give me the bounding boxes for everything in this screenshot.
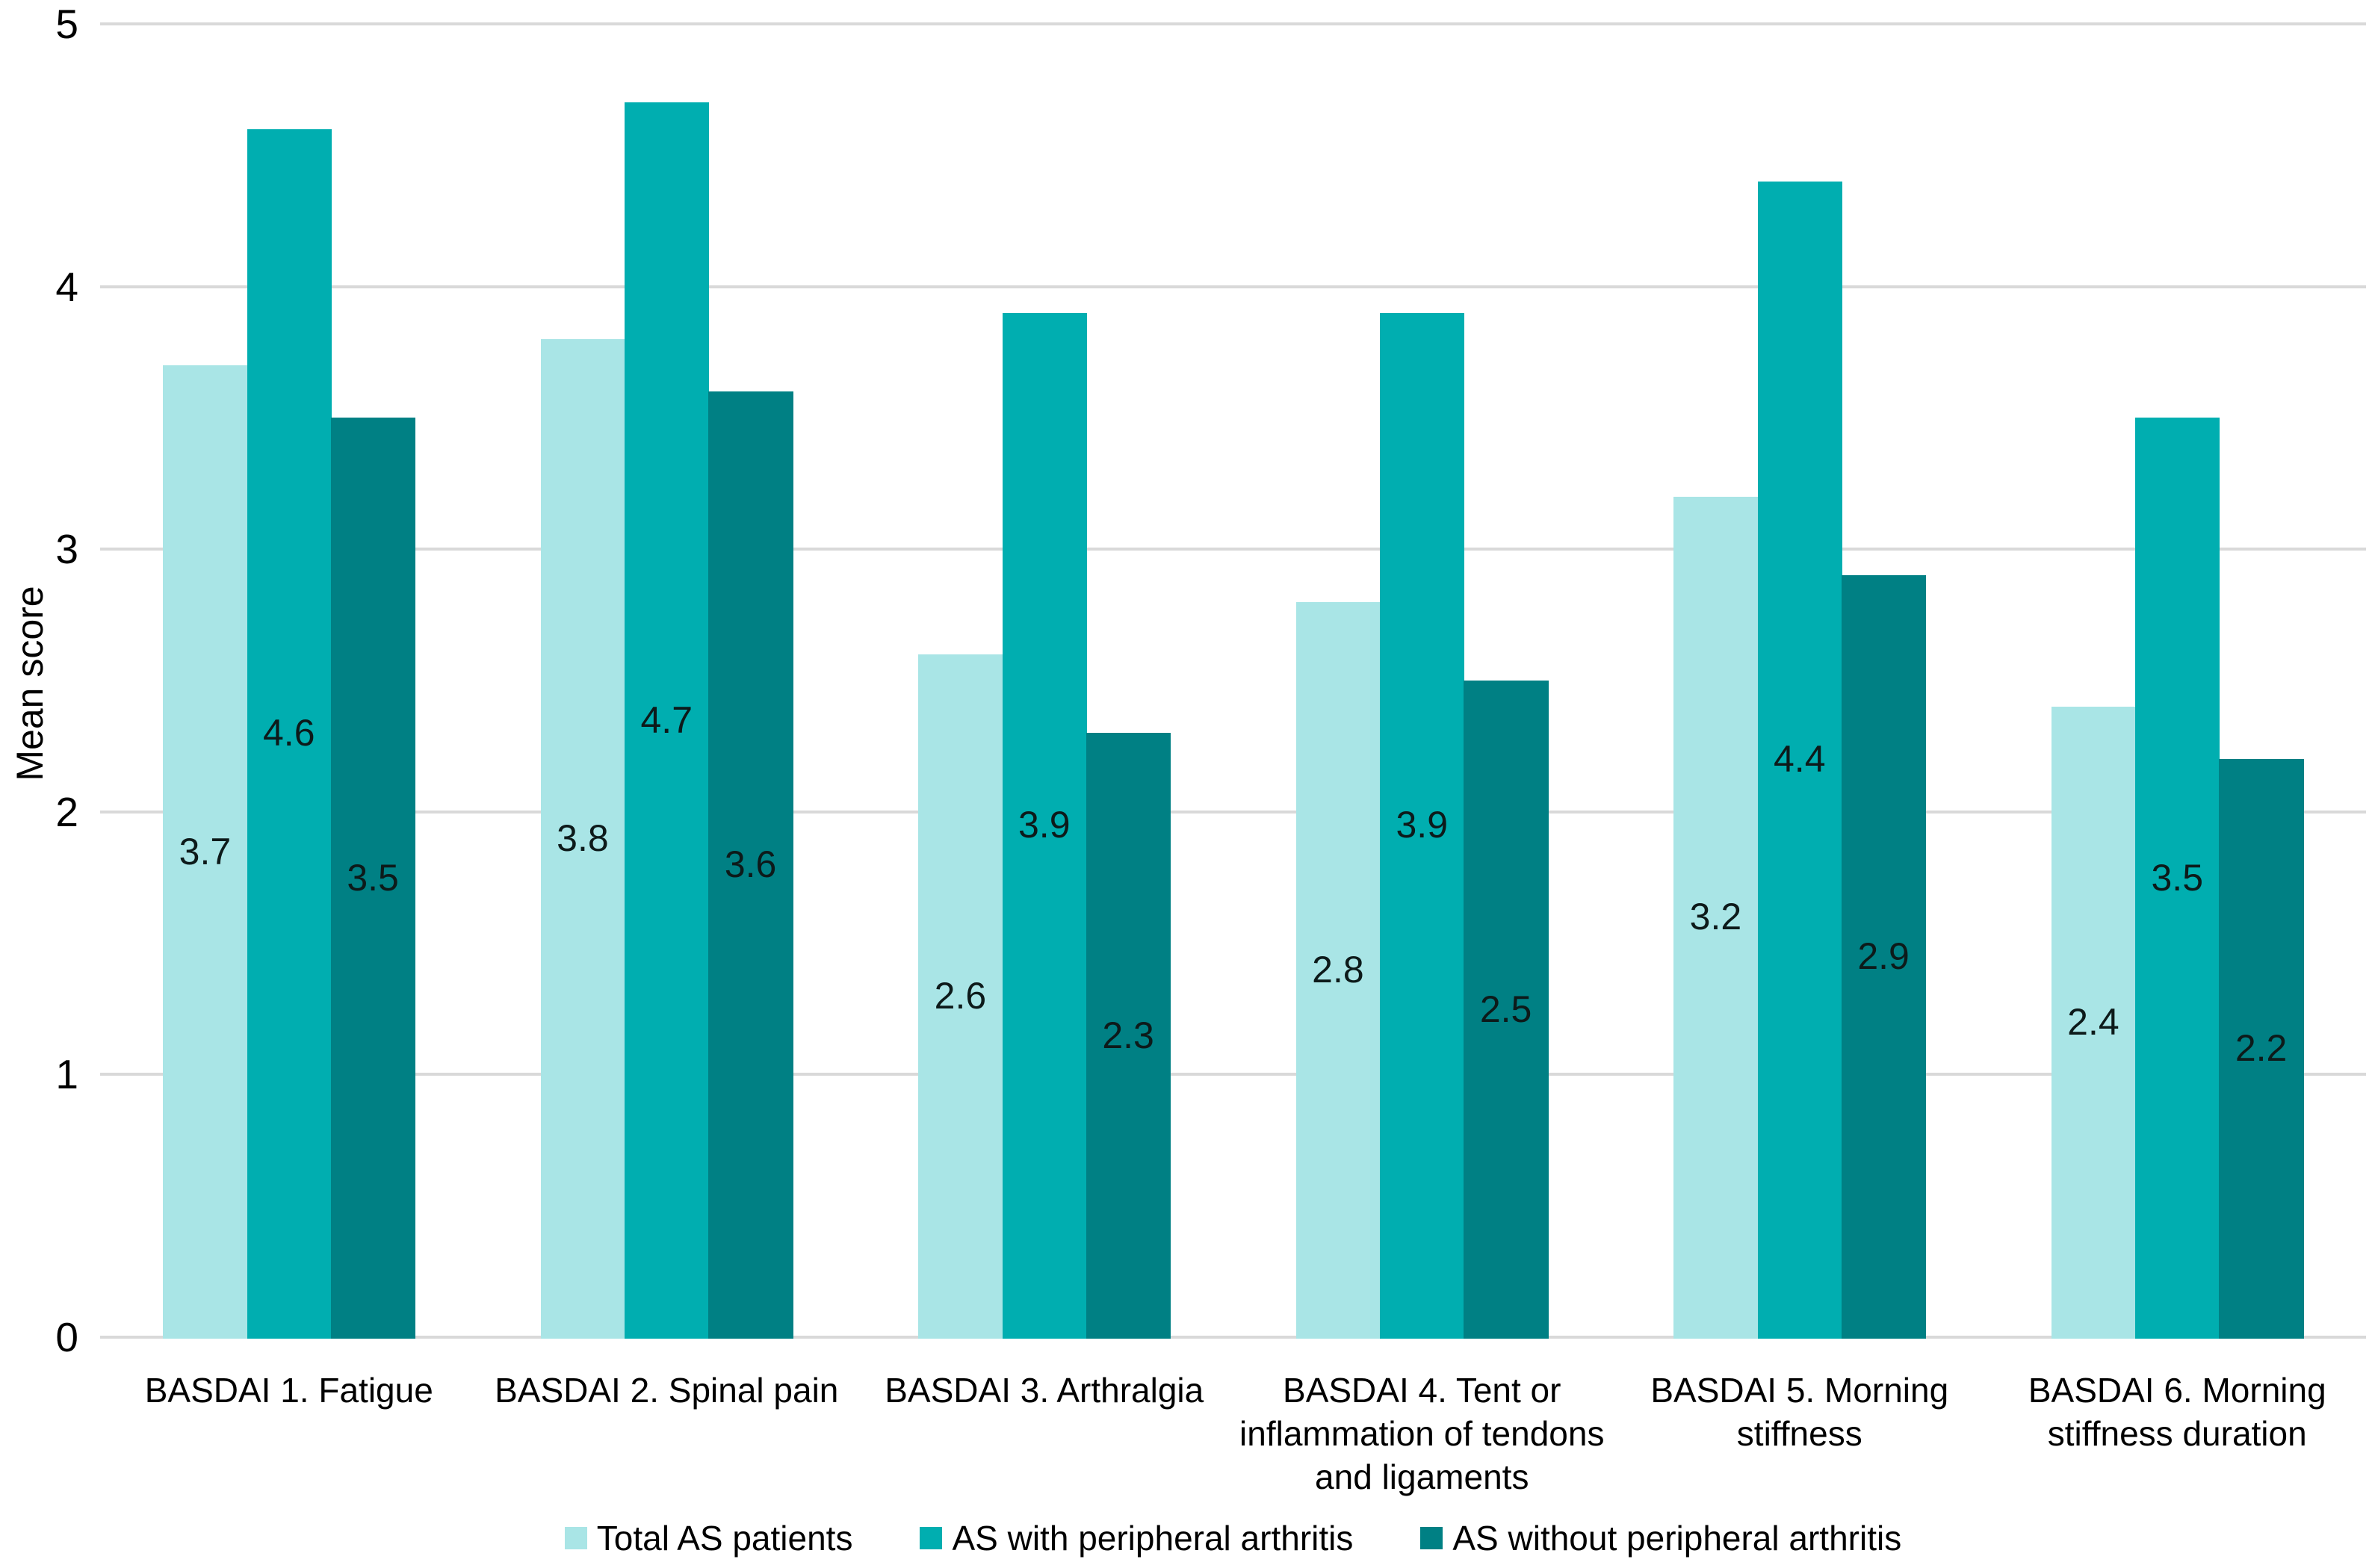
bar-as-without-peripheral-arthritis-basdai-5 — [1841, 575, 1927, 1339]
x-category-label-2: BASDAI 2. Spinal pain — [495, 1371, 839, 1410]
x-category-label-1: BASDAI 1. Fatigue — [144, 1371, 433, 1410]
bar-value-label: 2.9 — [1857, 935, 1910, 978]
bar-value-label: 2.4 — [2067, 1001, 2119, 1044]
bar-as-with-peripheral-arthritis-basdai-2 — [625, 102, 710, 1339]
bar-value-label: 4.4 — [1773, 738, 1826, 781]
gridline-y-2 — [100, 810, 2366, 814]
bar-value-label: 3.6 — [724, 843, 777, 886]
x-category-label-3: BASDAI 3. Arthralgia — [885, 1371, 1204, 1410]
legend: Total AS patients AS with peripheral arth… — [100, 1515, 2366, 1561]
bar-value-label: 3.9 — [1396, 804, 1449, 846]
bar-value-label: 4.6 — [262, 712, 315, 754]
bar-as-with-peripheral-arthritis-basdai-3 — [1002, 312, 1087, 1339]
legend-label: Total AS patients — [596, 1519, 853, 1558]
bar-value-label: 4.7 — [640, 698, 693, 741]
x-category-label-4: BASDAI 4. Tent or inflammation of tendon… — [1239, 1371, 1605, 1496]
bar-total-as-patients-basdai-6 — [2051, 707, 2137, 1339]
bar-value-label: 3.7 — [179, 830, 232, 873]
gridline-y-3 — [100, 548, 2366, 551]
gridline-y-1 — [100, 1073, 2366, 1076]
bar-value-label: 2.3 — [1102, 1014, 1154, 1056]
bar-as-without-peripheral-arthritis-basdai-3 — [1086, 733, 1171, 1339]
bar-as-without-peripheral-arthritis-basdai-2 — [708, 391, 793, 1339]
bar-value-label: 3.5 — [347, 856, 399, 899]
bar-value-label: 3.9 — [1018, 804, 1071, 846]
gridline-y-0 — [100, 1336, 2366, 1339]
bar-value-label: 2.6 — [934, 974, 987, 1017]
legend-swatch-icon — [920, 1527, 943, 1549]
legend-item-as-with-peripheral-arthritis: AS with peripheral arthritis — [920, 1519, 1353, 1558]
bar-total-as-patients-basdai-5 — [1673, 496, 1759, 1339]
bar-value-label: 2.8 — [1312, 948, 1364, 991]
legend-label: AS with peripheral arthritis — [952, 1519, 1354, 1558]
y-tick-label-5: 5 — [55, 1, 78, 47]
bar-total-as-patients-basdai-2 — [540, 338, 626, 1339]
bar-total-as-patients-basdai-4 — [1295, 601, 1381, 1339]
y-tick-label-1: 1 — [55, 1051, 78, 1098]
bar-total-as-patients-basdai-3 — [918, 654, 1003, 1339]
bar-as-without-peripheral-arthritis-basdai-6 — [2219, 759, 2304, 1339]
bar-as-with-peripheral-arthritis-basdai-1 — [247, 128, 332, 1339]
bar-as-with-peripheral-arthritis-basdai-4 — [1380, 312, 1465, 1339]
bar-as-without-peripheral-arthritis-basdai-1 — [330, 418, 416, 1339]
y-tick-label-0: 0 — [55, 1314, 78, 1360]
y-tick-label-4: 4 — [55, 263, 78, 310]
bar-total-as-patients-basdai-1 — [163, 365, 248, 1339]
y-tick-label-3: 3 — [55, 526, 78, 573]
bar-value-label: 3.8 — [557, 816, 609, 859]
legend-item-total-as-patients: Total AS patients — [564, 1519, 853, 1558]
bar-as-with-peripheral-arthritis-basdai-5 — [1757, 181, 1842, 1339]
bar-value-label: 3.2 — [1689, 896, 1742, 938]
gridline-y-5 — [100, 22, 2366, 25]
legend-item-as-without-peripheral-arthritis: AS without peripheral arthritis — [1420, 1519, 1901, 1558]
bar-value-label: 3.5 — [2151, 856, 2204, 899]
y-axis-title: Mean score — [9, 586, 51, 781]
bar-value-label: 2.5 — [1479, 988, 1532, 1030]
bar-value-label: 2.2 — [2235, 1027, 2288, 1070]
bar-as-without-peripheral-arthritis-basdai-4 — [1464, 681, 1549, 1339]
x-category-label-5: BASDAI 5. Morning stiffness — [1650, 1371, 1949, 1453]
legend-swatch-icon — [1420, 1527, 1443, 1549]
y-tick-label-2: 2 — [55, 788, 78, 835]
gridline-y-4 — [100, 285, 2366, 288]
bar-as-with-peripheral-arthritis-basdai-6 — [2135, 418, 2220, 1339]
legend-swatch-icon — [564, 1527, 587, 1549]
legend-label: AS without peripheral arthritis — [1452, 1519, 1902, 1558]
x-category-label-6: BASDAI 6. Morning stiffness duration — [2028, 1371, 2326, 1453]
